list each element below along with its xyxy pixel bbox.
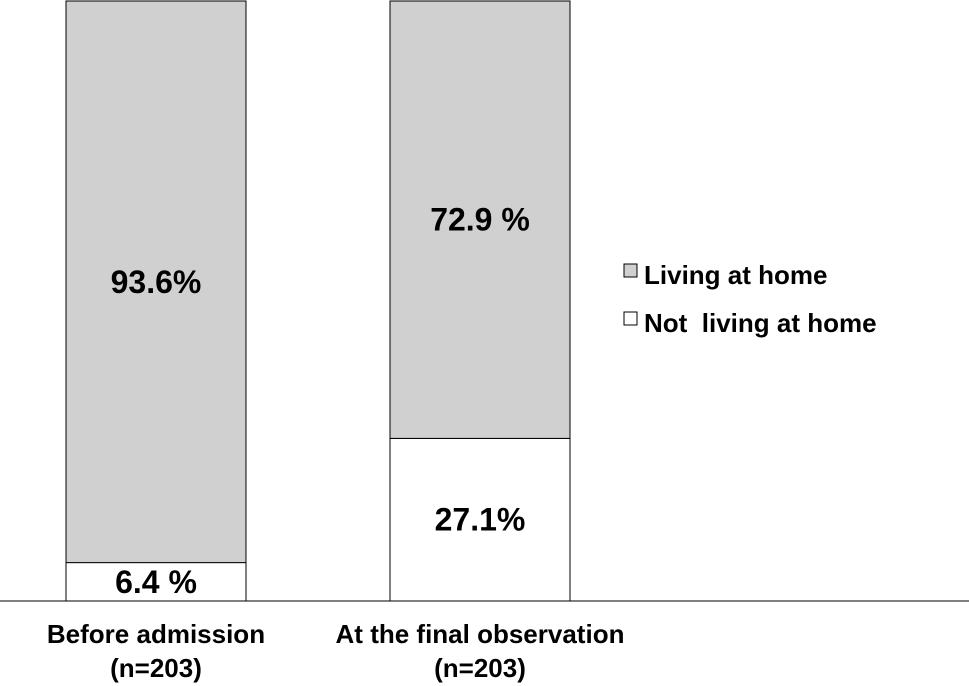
category-labels-group: Before admission (n=203) At the final obse…	[47, 619, 625, 683]
bar-segment-living-at-home-1	[389, 0, 571, 439]
bar-segment-living-at-home-0	[65, 0, 247, 564]
bar-segment-not-living-at-home-1	[389, 437, 571, 602]
data-label-living-at-home-0: 93.6%	[111, 264, 202, 300]
category-sublabel-1: (n=203)	[434, 653, 526, 683]
legend-swatch-not-living-at-home	[623, 311, 638, 326]
bar-segment-not-living-at-home-0	[65, 562, 247, 602]
data-label-not-living-at-home-1: 27.1%	[435, 502, 526, 538]
category-label-0: Before admission	[47, 619, 265, 649]
bars-group	[65, 0, 571, 602]
legend-label-not-living-at-home: Not living at home	[644, 308, 877, 338]
category-label-1: At the final observation	[336, 619, 625, 649]
bar-labels-group: 6.4 % 93.6% 27.1% 72.9 %	[111, 202, 530, 600]
data-label-living-at-home-1: 72.9 %	[430, 202, 530, 238]
legend-label-living-at-home: Living at home	[644, 260, 827, 290]
legend-swatch-living-at-home	[623, 263, 638, 278]
category-sublabel-0: (n=203)	[110, 653, 202, 683]
data-label-not-living-at-home-0: 6.4 %	[115, 564, 197, 600]
legend: Living at home Not living at home	[623, 260, 877, 338]
